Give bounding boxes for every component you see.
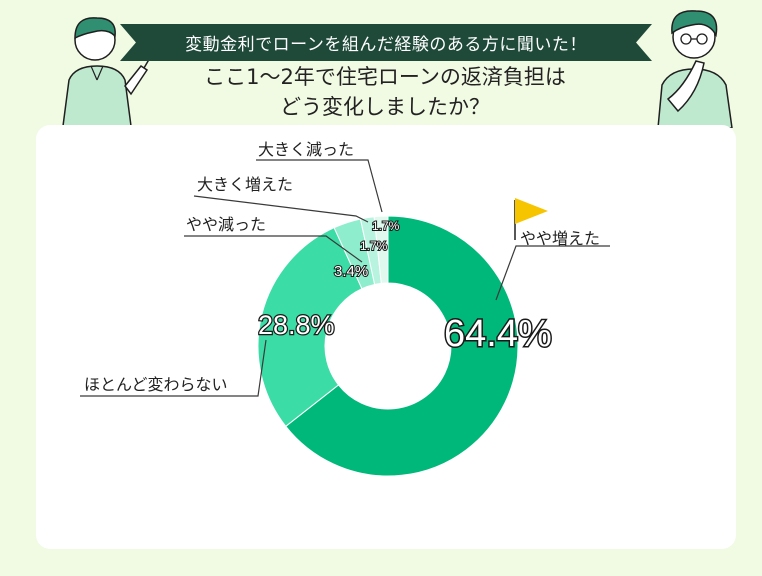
callout-line-ookiku-fueta [193, 195, 369, 223]
banner-text: 変動金利でローンを組んだ経験のある方に聞いた！ [185, 35, 587, 55]
person-pointing-illustration [62, 17, 152, 126]
label-yaya-fueta: やや増えた [520, 229, 600, 248]
value-yaya-fueta: 64.4% [444, 313, 552, 355]
callout-line-hotondo [80, 339, 267, 397]
chart-title: ここ1〜2年で住宅ローンの返済負担は どう変化しましたか？ [150, 62, 620, 122]
value-ookiku-hetta: 1.7% [372, 219, 400, 233]
title-line-2: どう変化しましたか？ [280, 95, 490, 119]
label-yaya-hetta: やや減った [186, 215, 266, 234]
callout-line-yaya-fueta [495, 245, 610, 301]
label-ookiku-hetta: 大きく減った [258, 140, 354, 159]
callout-line-ookiku-hetta [256, 159, 383, 213]
survey-banner: 変動金利でローンを組んだ経験のある方に聞いた！ [120, 24, 652, 61]
value-yaya-hetta: 3.4% [334, 263, 368, 280]
label-ookiku-fueta: 大きく増えた [197, 175, 293, 194]
title-line-1: ここ1〜2年で住宅ローンの返済負担は [204, 65, 566, 89]
slice-ookiku-hetta [373, 215, 389, 284]
donut-slices [257, 215, 519, 477]
callout-line-yaya-hetta [184, 235, 363, 263]
chart-card [36, 125, 736, 549]
flag-icon [514, 198, 548, 240]
value-ookiku-fueta: 1.7% [360, 239, 388, 253]
slice-yaya-fueta [285, 215, 519, 477]
slice-hotondo [257, 227, 363, 428]
person-thinking-illustration [657, 10, 733, 128]
label-hotondo: ほとんど変わらない [84, 375, 228, 394]
value-hotondo: 28.8% [258, 310, 335, 340]
callout-lines [80, 159, 610, 397]
